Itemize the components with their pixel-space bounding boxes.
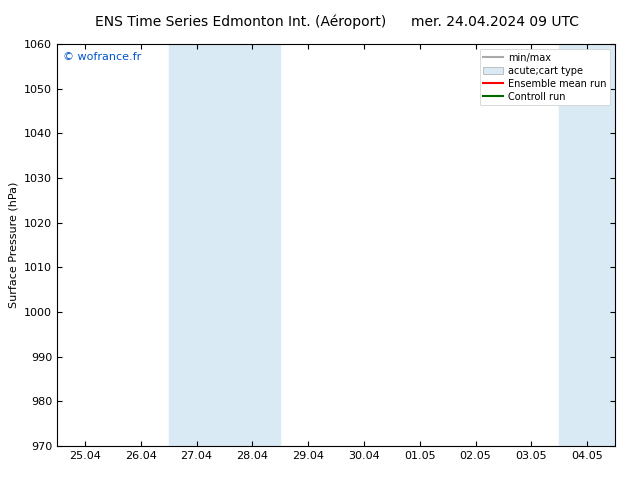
Text: © wofrance.fr: © wofrance.fr: [63, 52, 141, 62]
Legend: min/max, acute;cart type, Ensemble mean run, Controll run: min/max, acute;cart type, Ensemble mean …: [479, 49, 610, 105]
Text: ENS Time Series Edmonton Int. (Aéroport): ENS Time Series Edmonton Int. (Aéroport): [95, 15, 387, 29]
Y-axis label: Surface Pressure (hPa): Surface Pressure (hPa): [8, 182, 18, 308]
Bar: [224, 44, 280, 446]
Bar: [169, 44, 224, 446]
Text: mer. 24.04.2024 09 UTC: mer. 24.04.2024 09 UTC: [411, 15, 578, 29]
Bar: [559, 44, 615, 446]
